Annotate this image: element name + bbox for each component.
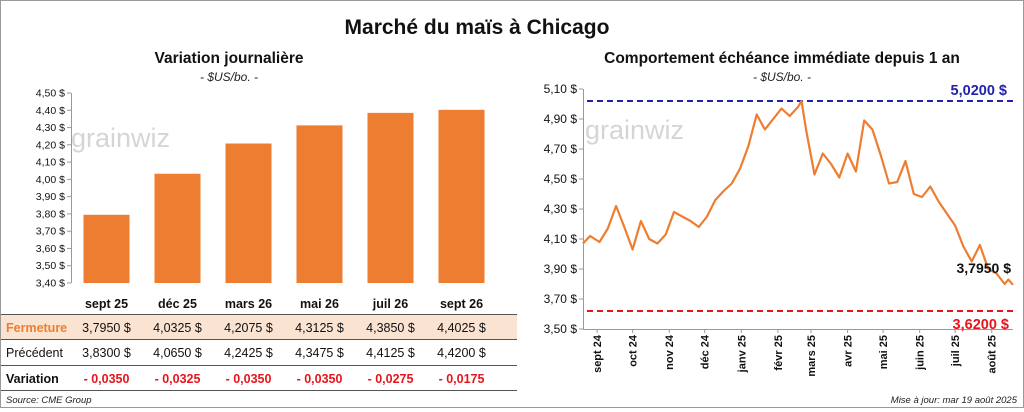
line-x-tick-label: mars 25 (806, 335, 818, 377)
line-x-tick-label: juil 25 (950, 335, 962, 367)
bar (438, 109, 485, 283)
table-cell: 4,4025 $ (437, 321, 486, 335)
line-x-tick-label: sept 24 (592, 334, 604, 373)
bar-y-tick-label: 3,90 $ (36, 191, 65, 203)
price-table: Fermeture 3,7950 $ 4,0325 $ 4,2075 $ 4,3125 … (6, 321, 486, 386)
bar-y-tick-label: 4,40 $ (36, 105, 65, 117)
right-chart-unit: - $US/bo. - (753, 70, 811, 84)
table-cell: - 0,0350 (226, 372, 272, 386)
table-cell: - 0,0275 (368, 372, 414, 386)
price-series-line (582, 99, 1014, 286)
bar-y-tick-label: 4,00 $ (36, 174, 65, 186)
bar (367, 112, 414, 283)
bar-y-tick-label: 4,10 $ (36, 157, 65, 169)
line-chart: 3,50 $ 3,70 $ 3,90 $ 4,10 $ 4,30 $ 4,50 $ 4,70… (544, 82, 1014, 377)
right-watermark: grainwiz (585, 115, 684, 145)
table-cell: 4,0325 $ (153, 321, 202, 335)
current-annotation: 3,7950 $ (957, 260, 1012, 276)
line-x-tick-label: avr 25 (843, 335, 855, 367)
line-y-tick-label: 3,50 $ (544, 322, 578, 336)
table-cell: - 0,0175 (439, 372, 485, 386)
table-cell: 4,3125 $ (295, 321, 344, 335)
bar-category-label: juil 26 (372, 297, 408, 311)
table-row-label: Précédent (6, 346, 64, 360)
footer-updated: Mise à jour: mar 19 août 2025 (891, 395, 1018, 406)
left-watermark: grainwiz (71, 123, 170, 153)
bar-y-tick-label: 4,20 $ (36, 139, 65, 151)
line-y-tick-label: 4,70 $ (544, 142, 578, 156)
line-x-tick-label: mai 25 (878, 335, 890, 369)
bar (83, 214, 130, 283)
bar-y-tick-label: 3,60 $ (36, 243, 65, 255)
bar (225, 143, 272, 283)
line-x-tick-label: janv 25 (736, 335, 748, 373)
table-cell: 4,3850 $ (366, 321, 415, 335)
bar-category-label: sept 25 (85, 297, 128, 311)
high-annotation: 5,0200 $ (951, 83, 1007, 99)
table-cell: 4,2075 $ (224, 321, 273, 335)
line-x-tick-label: oct 24 (628, 334, 640, 367)
bar-category-label: sept 26 (440, 297, 483, 311)
right-chart-title: Comportement échéance immédiate depuis 1… (604, 50, 960, 67)
line-y-tick-label: 4,30 $ (544, 202, 578, 216)
line-y-tick-label: 3,90 $ (544, 262, 578, 276)
closing-row-background (1, 315, 517, 339)
table-cell: 4,2425 $ (224, 346, 273, 360)
line-y-tick-label: 3,70 $ (544, 292, 578, 306)
line-y-tick-label: 4,90 $ (544, 112, 578, 126)
footer-source: Source: CME Group (6, 395, 92, 406)
line-x-tick-label: août 25 (987, 335, 999, 374)
table-cell: - 0,0350 (84, 372, 130, 386)
table-row-label: Fermeture (6, 321, 67, 335)
bar-category-label: mai 26 (300, 297, 339, 311)
line-x-tick-label: déc 24 (700, 334, 712, 369)
table-row-label: Variation (6, 372, 59, 386)
bar-y-tick-label: 4,30 $ (36, 122, 65, 134)
bar-y-tick-label: 3,50 $ (36, 260, 65, 272)
left-chart-unit: - $US/bo. - (200, 70, 258, 84)
table-cell: 4,0650 $ (153, 346, 202, 360)
table-cell: - 0,0325 (155, 372, 201, 386)
line-y-tick-label: 5,10 $ (544, 82, 578, 96)
page-title: Marché du maïs à Chicago (345, 16, 610, 39)
bar-y-tick-label: 3,80 $ (36, 208, 65, 220)
bar (154, 173, 201, 283)
line-y-tick-label: 4,50 $ (544, 172, 578, 186)
bar-y-tick-label: 4,50 $ (36, 88, 65, 100)
table-cell: - 0,0350 (297, 372, 343, 386)
low-annotation: 3,6200 $ (953, 317, 1009, 333)
table-cell: 4,4125 $ (366, 346, 415, 360)
left-chart-title: Variation journalière (154, 50, 303, 67)
line-x-tick-label: juin 25 (915, 335, 927, 371)
table-cell: 3,8300 $ (82, 346, 131, 360)
bar-category-label: déc 25 (158, 297, 197, 311)
table-cell: 3,7950 $ (82, 321, 131, 335)
bar-y-tick-label: 3,70 $ (36, 226, 65, 238)
line-x-tick-label: févr 25 (773, 335, 785, 370)
line-x-tick-label: nov 24 (664, 334, 676, 370)
table-cell: 4,4200 $ (437, 346, 486, 360)
bar-chart: 3,40 $ 3,50 $ 3,60 $ 3,70 $ 3,80 $ 3,90 $ 4,00… (36, 88, 485, 311)
bar-category-label: mars 26 (225, 297, 272, 311)
bar (296, 125, 343, 284)
table-cell: 4,3475 $ (295, 346, 344, 360)
line-y-tick-label: 4,10 $ (544, 232, 578, 246)
bar-y-tick-label: 3,40 $ (36, 278, 65, 290)
